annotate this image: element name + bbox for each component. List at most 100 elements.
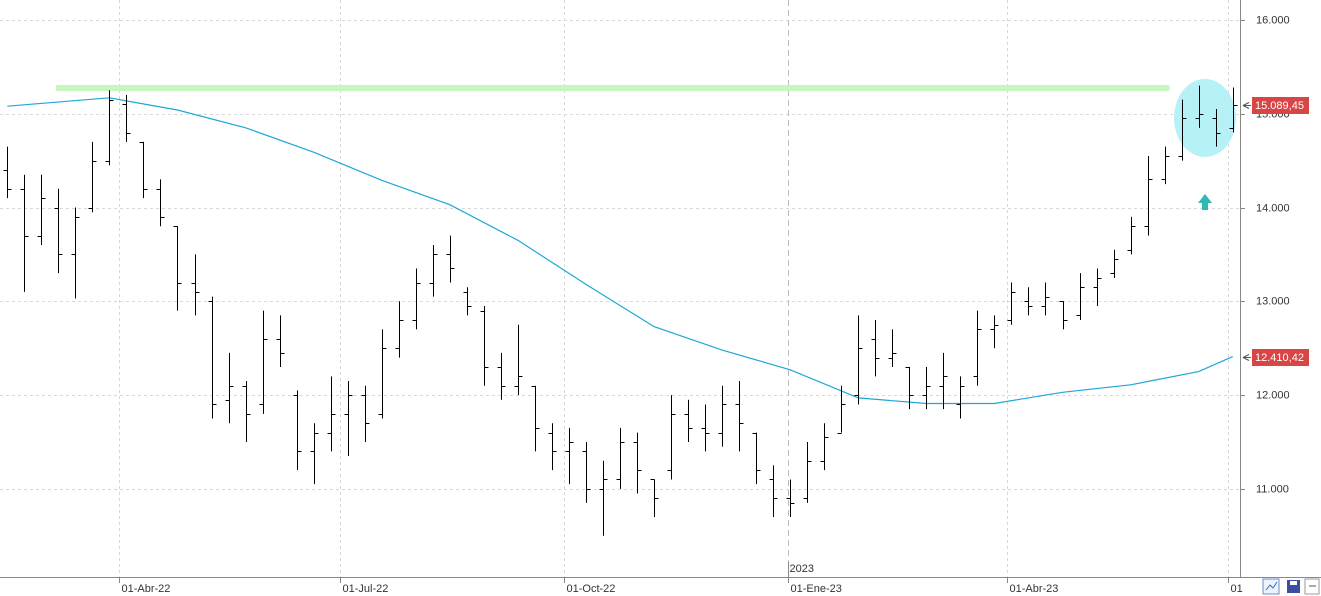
ohlc-bar (718, 385, 727, 447)
price-tag-label: 15.089,45 (1255, 100, 1304, 112)
ohlc-bar (1059, 301, 1068, 330)
ohlc-bar (939, 352, 948, 410)
ohlc-bar (156, 179, 165, 227)
ohlc-bar (463, 287, 472, 316)
ohlc-bar (3, 146, 12, 199)
ohlc-bar (344, 381, 353, 457)
ohlc-bar (1041, 282, 1050, 316)
ohlc-bar (1144, 155, 1153, 236)
ohlc-bar (276, 315, 285, 367)
ohlc-bar (803, 441, 812, 503)
ohlc-bar (497, 352, 506, 400)
ohlc-bar (514, 324, 523, 396)
ohlc-bar (973, 310, 982, 386)
ohlc-bar (956, 376, 965, 419)
zoom-icon (1265, 581, 1278, 591)
x-tick-label: 01-Oct-22 (567, 583, 616, 595)
ohlc-bar (37, 174, 46, 246)
ohlc-bar (88, 141, 97, 213)
axes: 11.00012.00013.00014.00015.00016.00001-A… (119, 14, 1309, 595)
year-marker-label: 2023 (790, 563, 814, 575)
ohlc-bar (71, 207, 80, 299)
price-tag: 12.410,42 (1242, 349, 1309, 366)
ohlc-bar (139, 141, 148, 199)
price-tag-box (1252, 349, 1309, 366)
up-arrow (1198, 194, 1212, 210)
ohlc-bar (582, 441, 591, 503)
ohlc-bar (888, 329, 897, 367)
price-tag: 15.089,45 (1242, 97, 1309, 114)
ohlc-bar (259, 310, 268, 414)
ohlc-bar (1093, 268, 1102, 306)
x-tick-label: 01-Abr-22 (122, 583, 171, 595)
ohlc-bar (905, 366, 914, 410)
ohlc-bar (225, 352, 234, 424)
ohlc-bar (701, 404, 710, 452)
y-tick-label: 13.000 (1256, 295, 1290, 307)
ohlc-bar (122, 94, 131, 142)
ohlc-bar (599, 460, 608, 536)
ohlc-bar (208, 296, 217, 419)
ohlc-bar (735, 381, 744, 452)
ohlc-bar (1110, 249, 1119, 278)
ohlc-bar (361, 385, 370, 442)
ohlc-bar (395, 301, 404, 358)
x-tick-label: 01-Abr-23 (1010, 583, 1059, 595)
ohlc-bar (871, 320, 880, 377)
ohlc-bar (531, 385, 540, 452)
ohlc-bar (1212, 109, 1221, 147)
ohlc-bar (1024, 287, 1033, 316)
ohlc-bar (378, 329, 387, 419)
y-tick-label: 11.000 (1256, 483, 1289, 495)
save-icon (1290, 581, 1297, 585)
price-tag-pointer (1242, 354, 1251, 361)
ohlc-bar (616, 427, 625, 489)
ohlc-bar (752, 432, 761, 485)
ohlc-bar (922, 366, 931, 410)
moving-average-line (7, 97, 1233, 405)
ohlc-bar (480, 305, 489, 386)
price-tag-label: 12.410,42 (1255, 352, 1304, 364)
x-tick-label: 01 (1231, 583, 1243, 595)
ohlc-bar (1178, 99, 1187, 161)
ohlc-bar (1127, 216, 1136, 255)
ohlc-bar (429, 245, 438, 297)
ohlc-bar (1161, 146, 1170, 185)
ohlc-bar (293, 390, 302, 471)
toolbar (1262, 578, 1320, 595)
y-tick-label: 12.000 (1256, 389, 1290, 401)
ohlc-bar (990, 315, 999, 349)
ohlc-bar (650, 479, 659, 517)
ohlc-bar (173, 226, 182, 311)
highlight-circle (1174, 79, 1236, 157)
price-tag-pointer (1242, 102, 1251, 109)
ohlc-bar (565, 427, 574, 485)
ohlc-bar (786, 479, 795, 517)
ohlc-bar (1195, 85, 1204, 128)
ohlc-bar (20, 174, 29, 292)
price-tag-box (1252, 97, 1309, 114)
ohlc-bar (1229, 87, 1238, 133)
ohlc-bar (820, 423, 829, 471)
ohlc-bar (854, 315, 863, 405)
ohlc-bar (667, 395, 676, 480)
ohlc-bar (327, 376, 336, 452)
ohlc-bar (633, 432, 642, 494)
x-tick-label: 01-Jul-22 (343, 583, 389, 595)
marks (3, 84, 1238, 536)
ohlc-bar (769, 465, 778, 517)
ohlc-bar (242, 381, 251, 442)
y-tick-label: 14.000 (1256, 202, 1290, 214)
ohlc-bar (548, 423, 557, 471)
ohlc-bar (446, 235, 455, 283)
ohlc-bar (837, 385, 846, 434)
ohlc-bar (105, 90, 114, 166)
ohlc-bar (310, 423, 319, 485)
ohlc-bar (684, 399, 693, 442)
ohlc-bar (191, 254, 200, 316)
ohlc-bar (412, 268, 421, 330)
ohlc-bar (1007, 282, 1016, 325)
